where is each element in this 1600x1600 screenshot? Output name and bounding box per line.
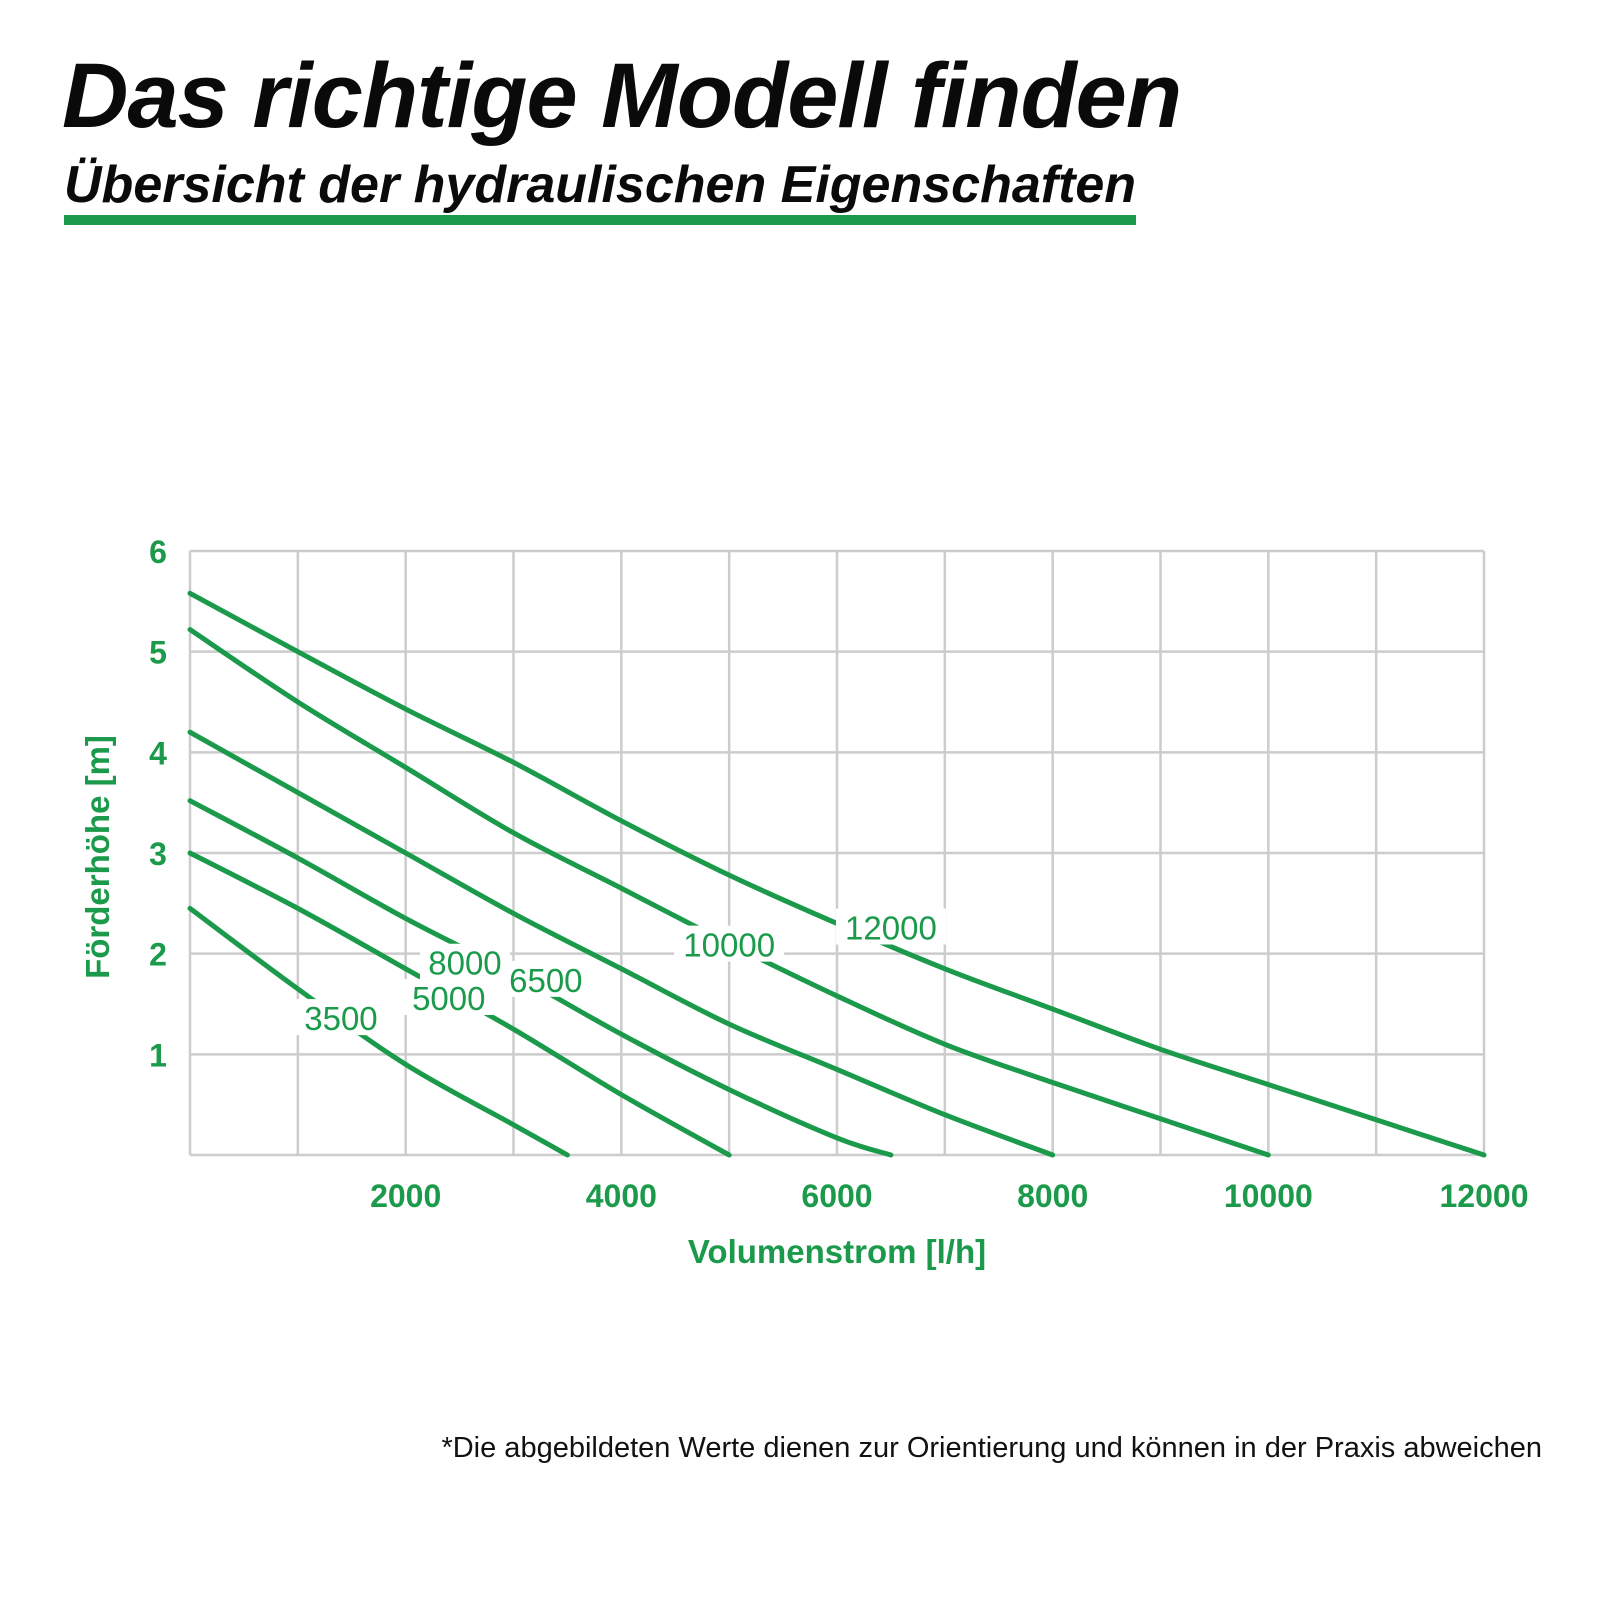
curve-label-10000: 10000 [683, 927, 775, 964]
curve-label-6500: 6500 [509, 962, 582, 999]
x-tick-label: 2000 [370, 1178, 441, 1214]
y-tick-label: 4 [149, 735, 167, 771]
page-subtitle: Übersicht der hydraulischen Eigenschafte… [64, 156, 1137, 214]
curve-8000 [187, 729, 1056, 1158]
x-tick-label: 10000 [1224, 1178, 1313, 1214]
curve-label-3500: 3500 [304, 1000, 377, 1037]
x-tick-label: 12000 [1440, 1178, 1529, 1214]
subtitle-underline: Übersicht der hydraulischen Eigenschafte… [64, 156, 1137, 225]
y-axis-title: Förderhöhe [m] [79, 735, 116, 979]
page-title: Das richtige Modell finden [62, 45, 1182, 147]
y-tick-label: 2 [149, 937, 167, 973]
y-tick-label: 3 [149, 836, 167, 872]
x-tick-label: 8000 [1017, 1178, 1088, 1214]
curve-label-12000: 12000 [845, 910, 937, 947]
curve-label-bg [674, 925, 785, 962]
y-tick-label: 1 [149, 1037, 167, 1073]
footnote: *Die abgebildeten Werte dienen zur Orien… [441, 1432, 1542, 1464]
curve-label-bg [403, 978, 494, 1015]
x-axis-title: Volumenstrom [l/h] [688, 1233, 986, 1270]
curve-label-bg [295, 999, 386, 1036]
x-tick-label: 4000 [586, 1178, 657, 1214]
curve-label-8000: 8000 [428, 945, 501, 982]
curve-label-bg [419, 943, 510, 980]
x-tick-label: 6000 [801, 1178, 872, 1214]
curve-3500 [187, 905, 570, 1158]
y-tick-label: 6 [149, 534, 167, 570]
curve-label-5000: 5000 [412, 980, 485, 1017]
curve-12000 [187, 590, 1487, 1158]
y-tick-label: 5 [149, 635, 167, 671]
curve-label-bg [500, 960, 591, 997]
curve-label-bg [835, 908, 946, 945]
